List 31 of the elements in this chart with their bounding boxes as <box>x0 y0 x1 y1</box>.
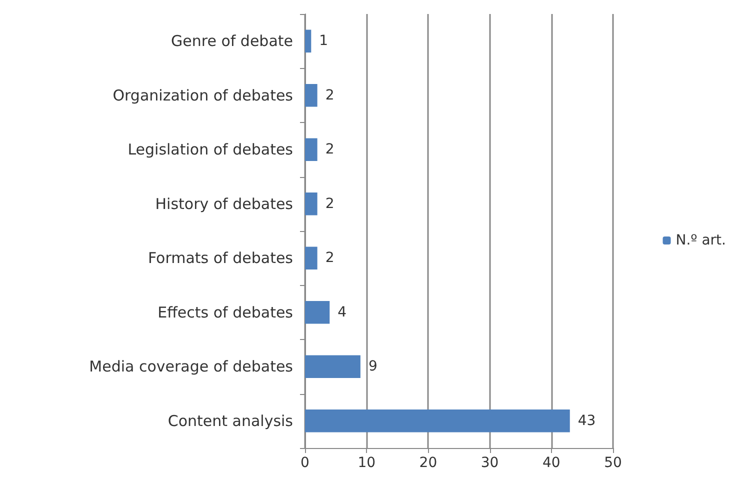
bar <box>305 300 330 324</box>
x-tick-label: 30 <box>480 455 499 471</box>
data-label: 1 <box>319 33 328 50</box>
legend-label: N.º art. <box>676 232 726 248</box>
data-label: 2 <box>325 142 334 158</box>
bar <box>305 30 312 53</box>
data-label: 2 <box>325 250 334 266</box>
y-tick-label: Effects of debates <box>158 303 294 322</box>
data-label: 2 <box>325 196 334 212</box>
data-label: 4 <box>338 304 347 320</box>
bar <box>305 84 318 107</box>
data-label: 9 <box>368 358 378 375</box>
bar <box>305 355 360 378</box>
y-tick-label: Formats of debates <box>148 249 294 268</box>
bar <box>305 192 318 216</box>
y-tick-label: Media coverage of debates <box>89 358 294 376</box>
y-tick-label: Organization of debates <box>112 86 294 104</box>
bar <box>305 138 318 162</box>
bar <box>305 246 318 270</box>
data-label: 43 <box>578 412 596 429</box>
bar <box>305 409 570 432</box>
x-tick-label: 20 <box>419 455 438 471</box>
x-tick-label: 0 <box>300 455 310 471</box>
data-label: 2 <box>325 87 334 104</box>
x-tick-label: 50 <box>604 455 622 471</box>
y-tick-label: History of debates <box>155 194 294 213</box>
y-tick-label: Content analysis <box>168 412 294 430</box>
x-tick-label: 10 <box>358 455 376 471</box>
x-tick-label: 40 <box>542 455 560 471</box>
y-tick-label: Legislation of debates <box>128 140 294 159</box>
y-tick-label: Genre of debate <box>171 32 293 50</box>
